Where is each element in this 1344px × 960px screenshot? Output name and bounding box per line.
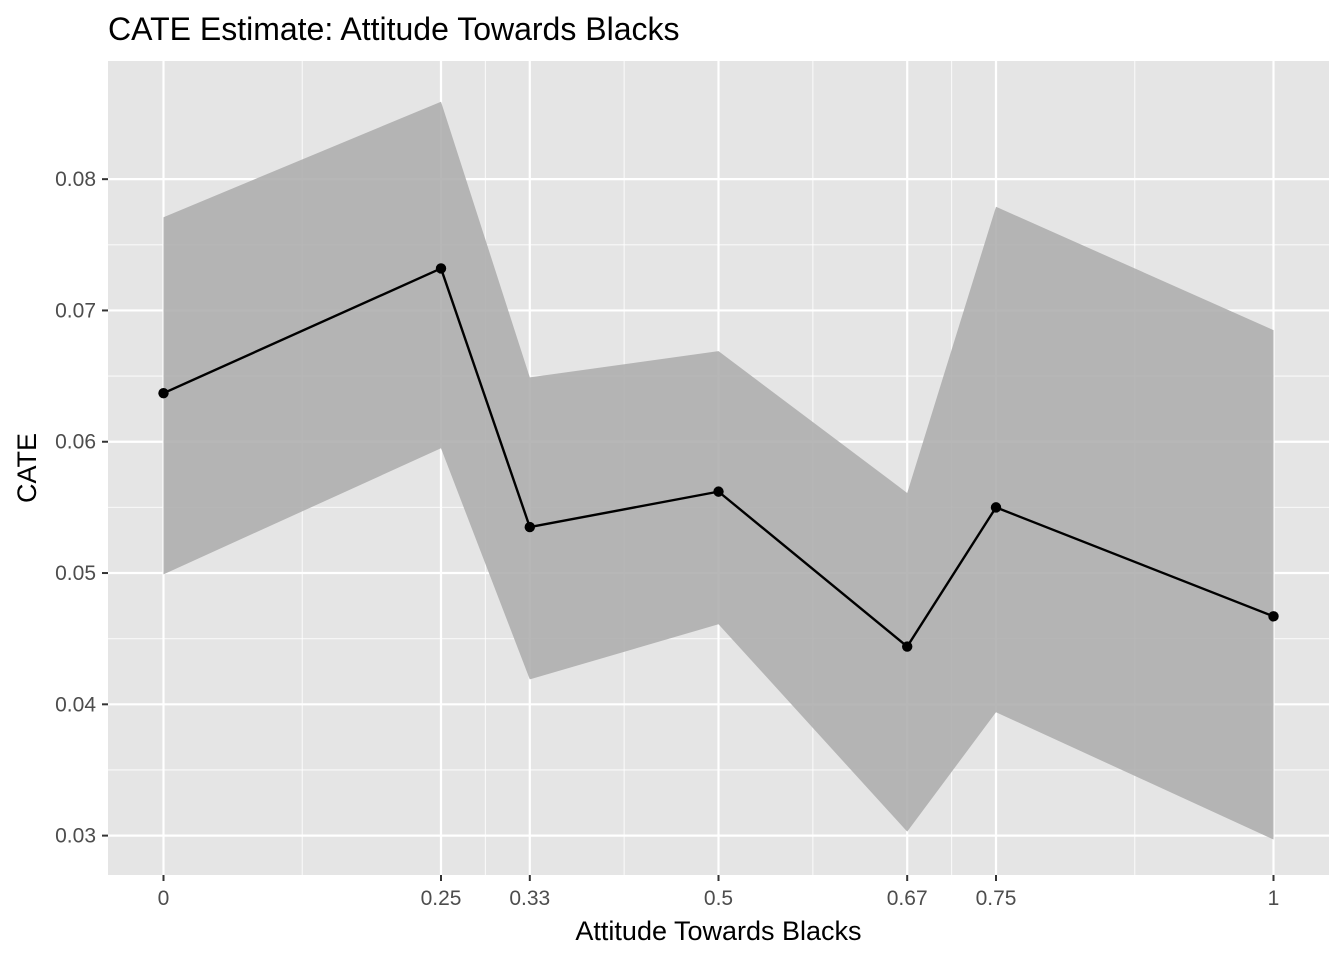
y-tick-label: 0.06 [55,431,96,454]
confidence-ribbon [163,101,1274,840]
data-point [158,387,169,399]
y-tick-label: 0.03 [55,825,96,848]
x-tick-label: 1 [1268,887,1280,910]
y-tick-label: 0.05 [55,562,96,585]
x-tick-label: 0.25 [421,887,462,910]
chart-title: CATE Estimate: Attitude Towards Blacks [108,11,679,47]
data-point [713,486,724,497]
y-tick-label: 0.07 [55,299,96,322]
x-axis: 0 0.25 0.33 0.5 0.67 0.75 1 [158,875,1280,910]
data-point [524,521,535,533]
data-point [990,502,1002,513]
y-axis: 0.03 0.04 0.05 0.06 0.07 0.08 [55,168,108,848]
x-tick-label: 0.67 [887,887,928,910]
x-tick-label: 0.33 [509,887,550,910]
x-tick-label: 0 [158,887,170,910]
x-axis-title: Attitude Towards Blacks [575,916,861,946]
data-point [435,263,447,274]
ribbon-layer [163,101,1274,840]
x-tick-label: 0.5 [704,887,733,910]
point-layer [158,263,1279,652]
y-tick-label: 0.04 [55,693,96,716]
y-tick-label: 0.08 [55,168,96,191]
x-tick-label: 0.75 [976,887,1017,910]
data-point [1268,611,1279,622]
data-point [902,641,913,652]
y-axis-title: CATE [12,433,42,503]
